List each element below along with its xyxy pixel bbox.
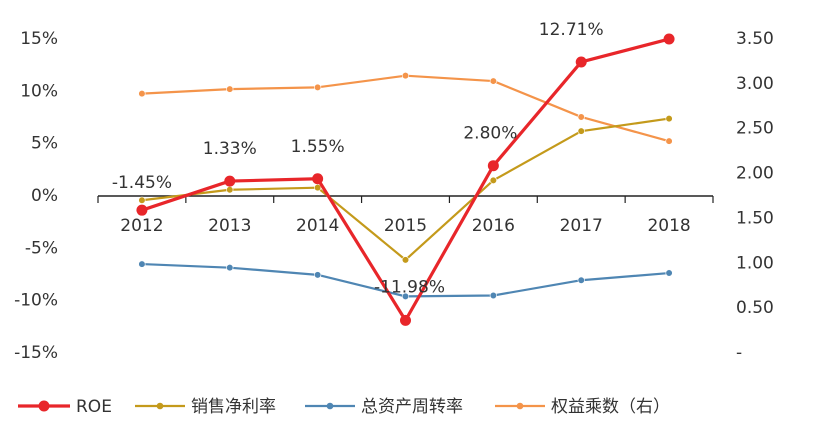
left-tick-label: -5% [25,238,58,258]
data-point [312,173,324,185]
data-point [314,271,322,279]
data-point [489,77,497,85]
data-point [663,33,675,45]
legend-swatch-marker [516,402,524,410]
x-tick-label: 2013 [208,216,251,236]
roe-data-label: -1.45% [112,173,172,193]
legend-swatch-marker [38,400,50,412]
data-point [226,186,234,194]
left-tick-label: 15% [20,29,58,49]
data-point [665,114,673,123]
data-point [487,160,499,172]
series-1 [138,114,673,264]
x-tick-label: 2018 [647,216,690,236]
data-point [138,90,146,98]
right-tick-label: 1.50 [736,208,774,228]
right-tick-label: 3.50 [736,29,774,49]
roe-data-label: -11.98% [374,277,445,297]
x-axis: 2012 2013 2014 2015 2016 2017 2018 [97,195,714,236]
x-tick-label: 2015 [384,216,427,236]
legend-label: 总资产周转率 [361,397,463,417]
roe-data-label: 1.55% [291,137,345,157]
data-point [400,314,411,326]
legend-item: 权益乘数（右） [495,397,670,417]
right-tick-label: - [736,343,742,363]
left-axis: 15% 10% 5% 0% -5% -10% -15% [14,29,58,363]
data-point [314,184,322,192]
roe-data-label: 2.80% [463,124,517,144]
left-tick-label: 10% [20,81,58,101]
x-tick-label: 2017 [560,216,603,236]
series-2 [138,260,673,300]
right-tick-label: 0.50 [736,298,774,318]
left-tick-label: -15% [14,343,58,363]
data-point [577,276,585,284]
data-point [226,85,234,93]
left-tick-label: 0% [31,186,58,206]
roe-data-label: 12.71% [539,20,604,40]
data-point [136,204,148,216]
data-point [401,292,410,300]
data-point [577,113,585,121]
legend-swatch-marker [326,402,334,410]
series-lines [136,33,675,326]
right-tick-label: 3.00 [736,74,774,94]
x-tick-label: 2014 [296,216,339,236]
legend: ROE 销售净利率 总资产周转率 权益乘数（右） [18,397,670,417]
right-tick-label: 2.00 [736,164,774,184]
legend-label: ROE [76,397,112,417]
legend-label: 权益乘数（右） [551,397,670,417]
data-point [489,291,497,300]
data-point [577,127,585,135]
data-point [665,137,673,145]
data-point [575,56,587,68]
data-point [401,256,410,264]
x-tick-label: 2012 [120,216,163,236]
legend-item: ROE [18,397,112,417]
right-axis: 3.50 3.00 2.50 2.00 1.50 1.00 0.50 - [736,29,774,363]
series-3 [138,72,673,145]
legend-item: 总资产周转率 [305,397,463,417]
right-tick-label: 1.00 [736,253,774,273]
data-labels: -1.45% 1.33% 1.55% -11.98% 2.80% 12.71% [112,20,604,297]
data-point [224,175,236,187]
data-point [401,72,410,80]
data-point [489,176,497,184]
legend-item: 销售净利率 [135,397,276,417]
left-tick-label: 5% [31,134,58,154]
series-line [141,74,670,143]
roe-data-label: 1.33% [203,139,257,159]
data-point [138,260,146,268]
legend-label: 销售净利率 [191,397,276,417]
data-point [226,264,234,272]
series-0 [136,33,675,326]
right-tick-label: 2.50 [736,119,774,139]
data-point [314,83,322,91]
x-tick-label: 2016 [472,216,515,236]
legend-swatch-marker [156,402,164,410]
data-point [665,269,673,277]
left-tick-label: -10% [14,291,58,311]
data-point [138,196,146,204]
